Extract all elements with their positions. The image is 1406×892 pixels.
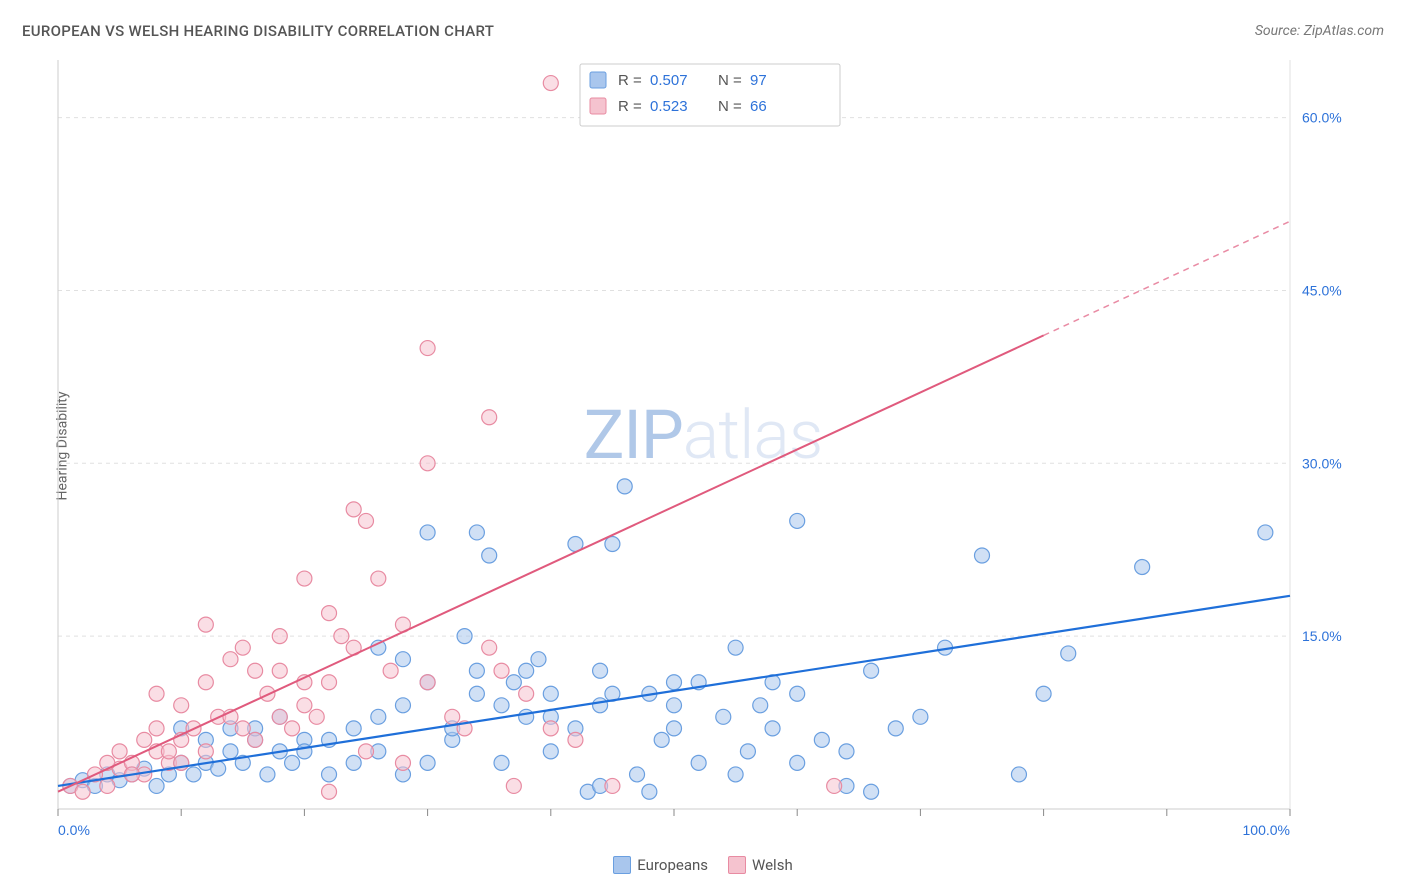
svg-text:0.523: 0.523	[650, 98, 688, 115]
legend-label: Europeans	[637, 856, 708, 874]
source-label: Source: ZipAtlas.com	[1255, 23, 1384, 39]
svg-text:60.0%: 60.0%	[1302, 110, 1342, 126]
svg-text:45.0%: 45.0%	[1302, 282, 1342, 298]
legend-item: Welsh	[728, 856, 793, 874]
svg-text:15.0%: 15.0%	[1302, 628, 1342, 644]
chart-title: EUROPEAN VS WELSH HEARING DISABILITY COR…	[22, 22, 494, 40]
svg-text:0.0%: 0.0%	[58, 822, 90, 838]
legend-item: Europeans	[613, 856, 708, 874]
legend-label: Welsh	[752, 856, 793, 874]
svg-text:0.507: 0.507	[650, 72, 688, 89]
svg-text:100.0%: 100.0%	[1243, 822, 1290, 838]
legend-swatch	[728, 856, 746, 874]
bottom-legend: Europeans Welsh	[0, 856, 1406, 874]
svg-text:N =: N =	[718, 98, 742, 115]
svg-text:R =: R =	[618, 72, 642, 89]
svg-text:R =: R =	[618, 98, 642, 115]
svg-text:N =: N =	[718, 72, 742, 89]
scatter-chart: 15.0% 30.0% 45.0% 60.0% 0.0% 100.0% R = 0.507 N …	[50, 60, 1360, 845]
legend-swatch	[613, 856, 631, 874]
header: EUROPEAN VS WELSH HEARING DISABILITY COR…	[22, 22, 1384, 40]
svg-text:97: 97	[750, 72, 767, 89]
svg-text:30.0%: 30.0%	[1302, 455, 1342, 471]
svg-text:66: 66	[750, 98, 767, 115]
